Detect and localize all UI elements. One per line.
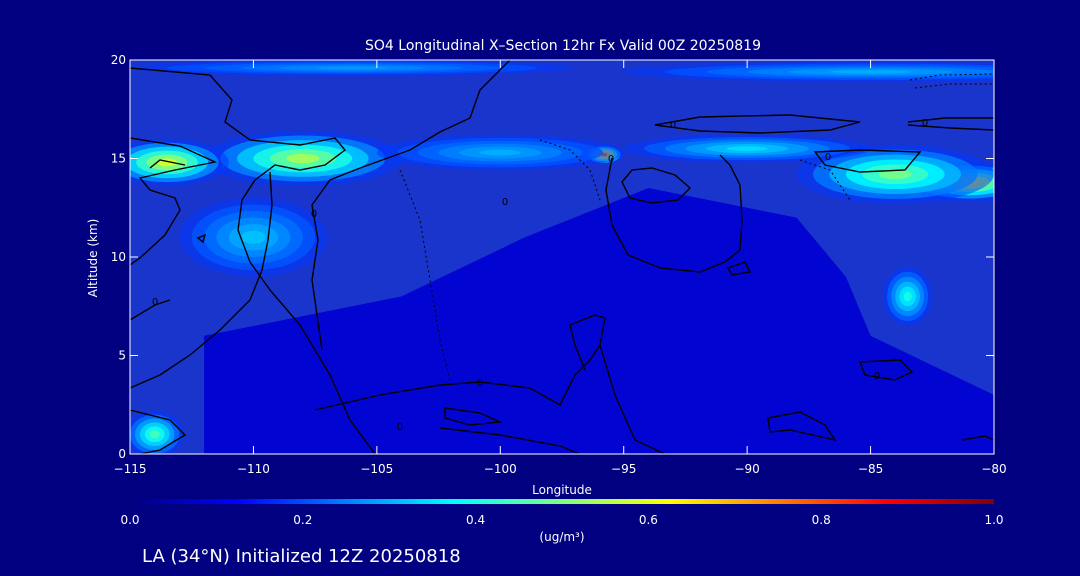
y-tick-label: 20 xyxy=(111,53,126,67)
contour-label: 0 xyxy=(477,378,483,389)
contour-label: 0 xyxy=(670,120,676,131)
contour-label-group: 0 0 0 0 0 0 0 0 0 0 xyxy=(152,118,928,433)
dotted-contour-line xyxy=(909,73,994,81)
y-tick-label: 15 xyxy=(111,152,126,166)
location-label: LA (34°N) Initialized 12Z 20250818 xyxy=(142,546,461,567)
contour-label: 0 xyxy=(397,422,403,433)
y-axis: 0 5 10 15 20 xyxy=(111,53,994,461)
x-tick-label: −100 xyxy=(484,462,517,476)
concentration-blob xyxy=(726,146,768,151)
contour-line xyxy=(654,114,861,134)
contour-label: 0 xyxy=(825,152,831,163)
colorbar-tick-label: 0.2 xyxy=(293,513,312,527)
x-tick-label: −115 xyxy=(114,462,147,476)
colorbar-units: (ug/m³) xyxy=(539,530,584,544)
x-tick-label: −80 xyxy=(981,462,1006,476)
contour-label: 0 xyxy=(874,371,880,382)
dotted-contour-line xyxy=(914,83,994,89)
x-axis-label: Longitude xyxy=(532,483,592,497)
concentration-blob xyxy=(479,149,521,156)
contour-line xyxy=(605,154,743,273)
dotted-contour-line xyxy=(539,139,601,201)
concentration-blob xyxy=(315,66,390,70)
contour-line xyxy=(196,233,207,244)
contour-lines xyxy=(130,60,994,454)
y-axis-label: Altitude (km) xyxy=(86,219,100,298)
concentration-blob xyxy=(903,291,912,302)
contour-line xyxy=(149,159,186,169)
x-tick-label: −110 xyxy=(237,462,270,476)
contour-line xyxy=(130,137,218,266)
concentration-field xyxy=(130,60,994,454)
contour-label: 0 xyxy=(311,209,317,220)
colorbar-tick-label: 1.0 xyxy=(984,513,1003,527)
contour-line xyxy=(813,149,922,173)
contour-line xyxy=(767,411,837,442)
x-axis: −115 −110 −105 −100 −95 −90 −85 −80 xyxy=(114,60,1007,476)
concentration-blob xyxy=(241,230,266,244)
colorbar-tick-label: 0.6 xyxy=(639,513,658,527)
contour-line xyxy=(130,171,273,389)
contour-label: 0 xyxy=(922,118,928,129)
concentration-blob xyxy=(286,153,320,164)
chart-title: SO4 Longitudinal X–Section 12hr Fx Valid… xyxy=(365,38,761,54)
contour-line xyxy=(599,344,666,454)
contour-line xyxy=(314,314,606,411)
concentration-blob xyxy=(149,430,160,439)
x-tick-label: −85 xyxy=(858,462,883,476)
dotted-contours xyxy=(399,73,994,381)
dotted-contour-line xyxy=(399,169,451,381)
x-tick-label: −90 xyxy=(734,462,759,476)
y-tick-label: 10 xyxy=(111,250,126,264)
contour-label: 0 xyxy=(502,197,508,208)
concentration-blob xyxy=(878,169,912,180)
low-concentration-region xyxy=(204,188,994,454)
colorbar-tick-label: 0.4 xyxy=(466,513,485,527)
contour-line xyxy=(726,261,752,276)
contour-line xyxy=(961,435,994,441)
contour-line xyxy=(858,359,914,381)
contour-line xyxy=(130,299,171,321)
contour-line xyxy=(907,117,994,123)
concentration-blob xyxy=(829,70,912,74)
contour-line xyxy=(311,60,511,351)
contour-line xyxy=(444,407,503,426)
contour-line xyxy=(439,427,581,454)
contour-line xyxy=(621,167,692,204)
contour-label: 0 xyxy=(152,297,158,308)
y-tick-label: 0 xyxy=(118,447,126,461)
contour-line xyxy=(907,124,994,131)
contour-line xyxy=(130,67,376,454)
dotted-contour-line xyxy=(799,159,851,201)
colorbar-ticks: 0.0 0.2 0.4 0.6 0.8 1.0 xyxy=(120,513,1003,527)
colorbar-tick-label: 0.8 xyxy=(812,513,831,527)
contour-label: 0 xyxy=(608,154,614,165)
colorbar-tick-label: 0.0 xyxy=(120,513,139,527)
colorbar xyxy=(130,499,994,504)
x-tick-label: −95 xyxy=(611,462,636,476)
x-tick-label: −105 xyxy=(360,462,393,476)
y-tick-label: 5 xyxy=(118,349,126,363)
contour-line xyxy=(130,409,187,454)
